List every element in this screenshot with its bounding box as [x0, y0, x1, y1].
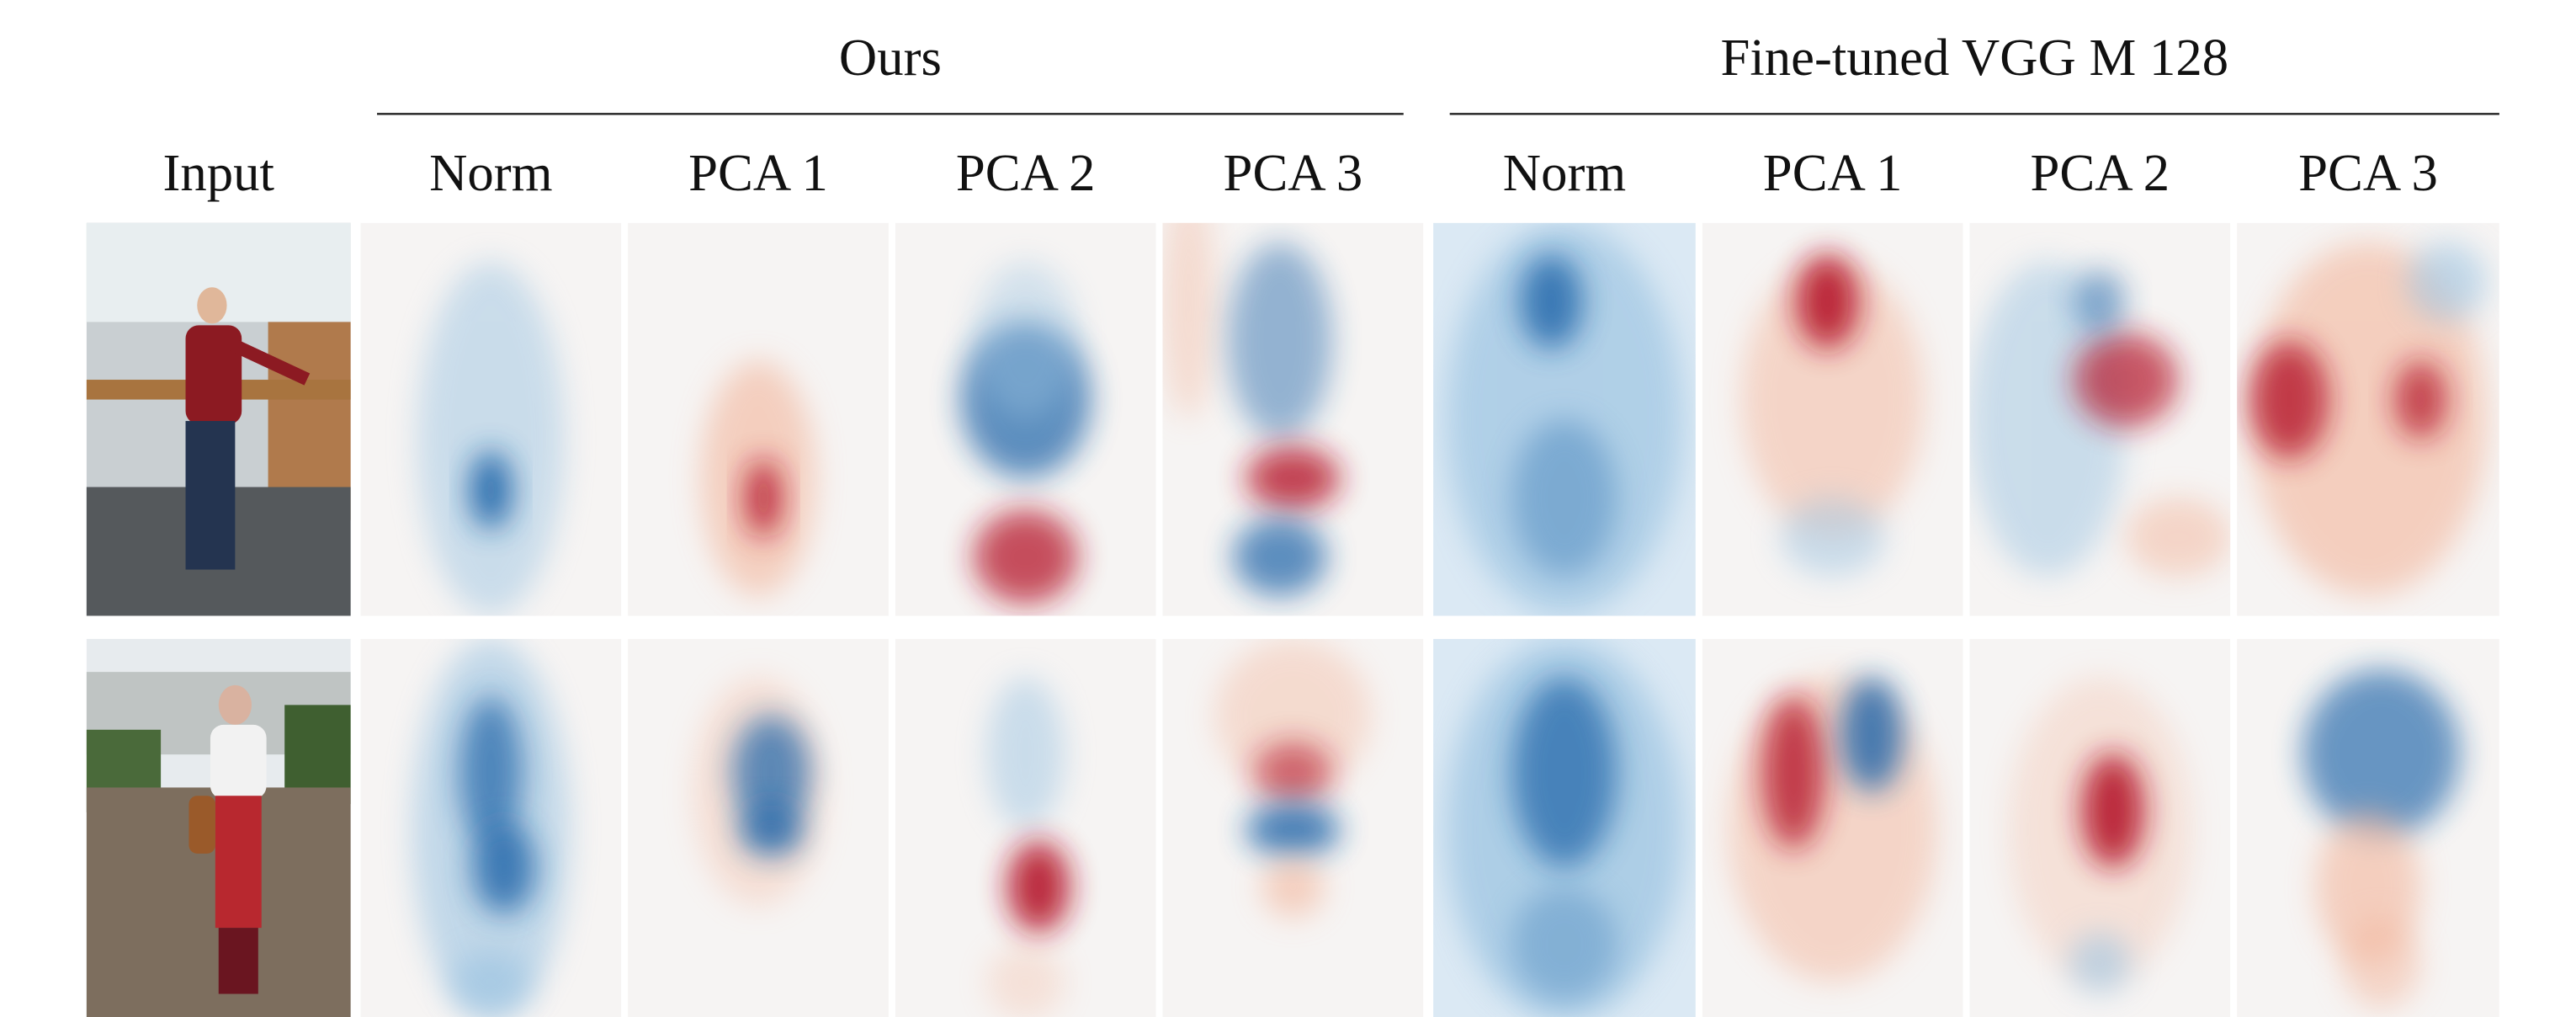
heatmap-blob	[418, 262, 565, 615]
column-label: Norm	[429, 143, 552, 202]
column-label: PCA 3	[2298, 143, 2438, 202]
heatmap-blob	[1762, 696, 1824, 849]
input-photo	[87, 223, 351, 616]
heatmap-blob	[2074, 333, 2178, 427]
input-photo	[87, 639, 351, 1017]
heatmap-blob	[1520, 254, 1583, 349]
heatmap-blob	[2069, 933, 2131, 993]
heatmap	[895, 223, 1156, 616]
heatmap-blob	[2250, 341, 2329, 459]
heatmap-blob	[2408, 242, 2487, 321]
heatmap-blob	[974, 509, 1078, 604]
groups: Ours Norm PCA 1 PCA 2 PCA 3 Fine-tuned VGG M …	[377, 28, 2499, 202]
heatmap-blob	[2074, 270, 2126, 333]
column-label: PCA 1	[688, 143, 828, 202]
heatmaps	[360, 184, 2499, 1017]
heatmap-blob	[986, 944, 1065, 1017]
heatmap-blob	[974, 262, 1078, 419]
heatmap	[2237, 639, 2499, 1017]
heatmap	[1702, 639, 1963, 1017]
heatmap-blob	[2342, 918, 2421, 1009]
group-title: Fine-tuned VGG M 128	[1720, 28, 2228, 87]
heatmap-blob	[1233, 518, 1327, 596]
heatmap-blob	[1261, 856, 1324, 917]
heatmap-blob	[1246, 803, 1341, 856]
heatmap-blob	[2126, 498, 2230, 576]
heatmap-blob	[2302, 669, 2460, 837]
heatmap-blob	[986, 677, 1065, 829]
input-label: Input	[163, 143, 275, 202]
heatmap-blob	[1162, 184, 1214, 419]
heatmap-blob	[473, 822, 535, 913]
heatmap-blob	[1512, 887, 1617, 1001]
heatmap	[1433, 639, 1696, 1017]
heatmap	[895, 639, 1156, 1017]
heatmap	[1969, 223, 2230, 616]
heatmap	[360, 223, 621, 616]
column-label: PCA 3	[1224, 143, 1363, 202]
heatmap	[1702, 223, 1963, 616]
column-label: PCA 2	[2030, 143, 2170, 202]
heatmap-blob	[746, 459, 782, 537]
heatmap	[1433, 223, 1696, 616]
heatmap-blob	[1729, 677, 1937, 982]
heatmap-blob	[1246, 447, 1341, 510]
heatmap	[360, 639, 621, 1017]
heatmap-blob	[1840, 677, 1903, 791]
heatmap	[2237, 223, 2499, 616]
heatmap	[628, 639, 889, 1017]
heatmap-blob	[1512, 419, 1617, 577]
figure: Input Ours Norm PCA 1 PCA 2 PCA 3 Fine-tuned …	[0, 0, 2576, 1017]
heatmap-blob	[1781, 498, 1885, 576]
heatmap-blob	[740, 803, 802, 856]
heatmap-blob	[470, 450, 513, 529]
heatmap-blob	[1512, 677, 1617, 867]
heatmap	[1162, 639, 1423, 1017]
heatmap-blob	[1796, 254, 1858, 349]
column-label: PCA 1	[1763, 143, 1903, 202]
heatmap-blob	[1007, 841, 1070, 933]
heatmap-blob	[2082, 753, 2144, 868]
heatmap	[1969, 639, 2230, 1017]
column-label: PCA 2	[956, 143, 1096, 202]
heatmap	[1162, 184, 1423, 615]
heatmap-blob	[452, 951, 530, 1012]
group-title: Ours	[839, 28, 942, 87]
heatmap-blob	[1228, 242, 1332, 439]
heatmap-blob	[1254, 742, 1332, 802]
column-label: Norm	[1503, 143, 1626, 202]
heatmap-blob	[2394, 360, 2446, 439]
heatmap	[628, 223, 889, 616]
